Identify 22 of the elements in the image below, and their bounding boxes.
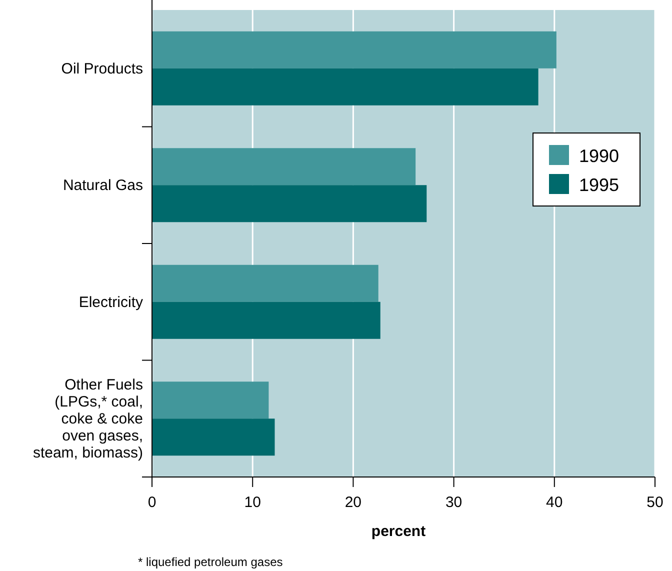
bar [152, 302, 380, 339]
bar [152, 264, 378, 302]
x-tick-label: 20 [344, 494, 362, 511]
y-tick-label: Natural Gas [62, 177, 143, 194]
x-tick-label: 50 [646, 494, 664, 511]
y-tick-label: Oil Products [61, 60, 143, 78]
bar [152, 382, 269, 419]
legend-label: 1995 [579, 175, 620, 195]
bar [152, 31, 556, 68]
x-tick-label: 40 [546, 494, 563, 511]
y-tick-label: Other Fuels (LPGs,* coal, coke & coke oven gases, steam, biomass) [32, 376, 143, 462]
x-tick-label: 10 [244, 494, 261, 511]
x-tick-label: 30 [445, 494, 462, 511]
bar [152, 68, 538, 106]
bar [152, 418, 275, 456]
x-axis-title: percent [371, 523, 426, 540]
x-tick-label: 0 [148, 494, 156, 511]
y-tick-label: Electricity [78, 294, 144, 311]
text: * liquefied petroleum gases [138, 555, 283, 569]
bar [152, 185, 427, 222]
bar [152, 148, 416, 186]
legend-label: 1990 [579, 146, 620, 166]
